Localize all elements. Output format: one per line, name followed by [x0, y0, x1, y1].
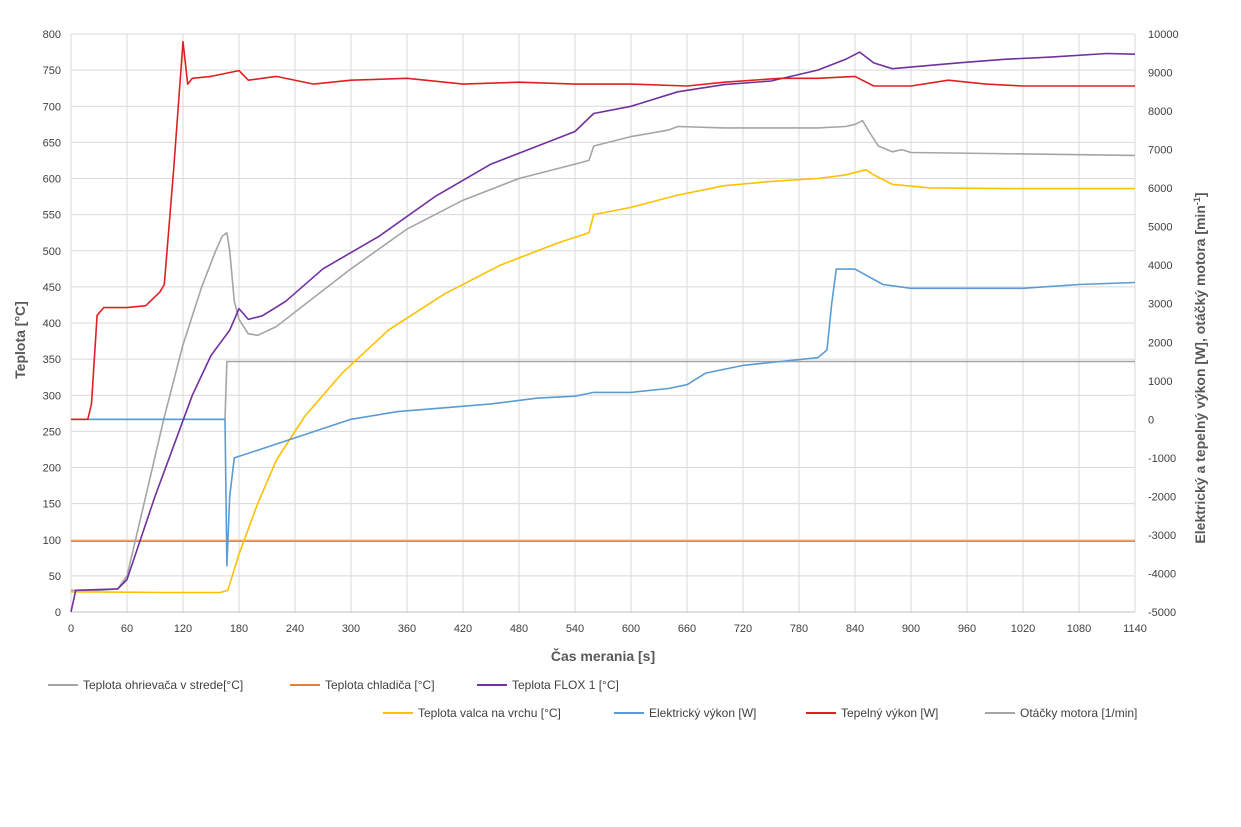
- series-line-4: [71, 268, 1136, 567]
- y-right-tick-label: -4000: [1148, 568, 1176, 580]
- series-line-0: [71, 119, 1136, 592]
- x-tick-label: 540: [566, 623, 584, 635]
- y-left-tick-label: 700: [43, 101, 61, 113]
- x-tick-label: 1080: [1067, 623, 1091, 635]
- legend-label: Teplota chladiča [°C]: [325, 678, 435, 692]
- y-right-tick-label: -5000: [1148, 607, 1176, 619]
- y-right-axis-title: Elektrický a tepelný výkon [W], otáčký m…: [1192, 192, 1208, 543]
- y-right-axis-title-main: Elektrický a tepelný výkon [W], otáčký m…: [1192, 205, 1208, 543]
- y-right-axis-title-end: ]: [1192, 192, 1208, 197]
- y-right-tick-label: 5000: [1148, 222, 1172, 234]
- x-tick-label: 1140: [1123, 623, 1147, 635]
- x-tick-label: 900: [902, 623, 920, 635]
- y-right-tick-label: -1000: [1148, 453, 1176, 465]
- y-left-tick-label: 250: [43, 426, 61, 438]
- x-tick-label: 180: [230, 623, 248, 635]
- x-tick-label: 300: [342, 623, 360, 635]
- series-line-5: [71, 40, 1135, 421]
- y-right-axis-title-sup: -1: [1192, 197, 1202, 205]
- y-right-tick-label: -2000: [1148, 491, 1176, 503]
- x-tick-label: 60: [121, 623, 133, 635]
- legend-label: Elektrický výkon [W]: [649, 706, 756, 720]
- legend-label: Teplota FLOX 1 [°C]: [512, 678, 619, 692]
- series-line-6: [71, 360, 1135, 421]
- y-left-tick-label: 200: [43, 463, 61, 475]
- legend-label: Teplota valca na vrchu [°C]: [418, 706, 561, 720]
- y-right-tick-label: 9000: [1148, 68, 1172, 80]
- tick-labels: 0501001502002503003504004505005506006507…: [43, 29, 1179, 635]
- x-axis-title: Čas merania [s]: [551, 647, 655, 664]
- series-line-2: [70, 51, 1136, 613]
- x-tick-label: 240: [286, 623, 304, 635]
- x-tick-label: 720: [734, 623, 752, 635]
- legend-label: Tepelný výkon [W]: [841, 706, 938, 720]
- y-right-tick-label: -3000: [1148, 530, 1176, 542]
- y-left-tick-label: 600: [43, 174, 61, 186]
- y-left-tick-label: 450: [43, 282, 61, 294]
- y-left-tick-label: 0: [55, 607, 61, 619]
- y-left-tick-label: 500: [43, 246, 61, 258]
- y-left-tick-label: 400: [43, 318, 61, 330]
- y-right-tick-label: 8000: [1148, 106, 1172, 118]
- x-tick-label: 0: [68, 623, 74, 635]
- y-right-tick-label: 0: [1148, 414, 1154, 426]
- y-left-axis-title: Teplota [°C]: [12, 301, 28, 379]
- legend-label: Otáčky motora [1/min]: [1020, 706, 1137, 720]
- y-right-tick-label: 10000: [1148, 29, 1179, 41]
- x-tick-label: 600: [622, 623, 640, 635]
- legend: Teplota ohrievača v strede[°C] Teplota ch…: [48, 678, 1137, 720]
- y-left-tick-label: 50: [49, 571, 61, 583]
- y-left-tick-label: 550: [43, 210, 61, 222]
- y-left-tick-label: 350: [43, 354, 61, 366]
- x-tick-label: 360: [398, 623, 416, 635]
- y-right-tick-label: 7000: [1148, 145, 1172, 157]
- y-left-tick-label: 650: [43, 137, 61, 149]
- grid: [70, 33, 1136, 613]
- series-line-3: [70, 169, 1135, 594]
- x-tick-label: 480: [510, 623, 528, 635]
- x-tick-label: 960: [958, 623, 976, 635]
- y-left-tick-label: 150: [43, 499, 61, 511]
- y-right-tick-label: 3000: [1148, 299, 1172, 311]
- y-right-tick-label: 2000: [1148, 337, 1172, 349]
- x-tick-label: 780: [790, 623, 808, 635]
- x-tick-label: 840: [846, 623, 864, 635]
- legend-label: Teplota ohrievača v strede[°C]: [83, 678, 243, 692]
- y-right-tick-label: 4000: [1148, 260, 1172, 272]
- x-tick-label: 660: [678, 623, 696, 635]
- y-right-tick-label: 1000: [1148, 376, 1172, 388]
- y-right-tick-label: 6000: [1148, 183, 1172, 195]
- x-tick-label: 120: [174, 623, 192, 635]
- y-left-tick-label: 800: [43, 29, 61, 41]
- plot-area: [70, 40, 1136, 613]
- x-tick-label: 420: [454, 623, 472, 635]
- y-left-tick-label: 100: [43, 535, 61, 547]
- x-tick-label: 1020: [1011, 623, 1035, 635]
- y-left-tick-label: 750: [43, 65, 61, 77]
- y-left-tick-label: 300: [43, 390, 61, 402]
